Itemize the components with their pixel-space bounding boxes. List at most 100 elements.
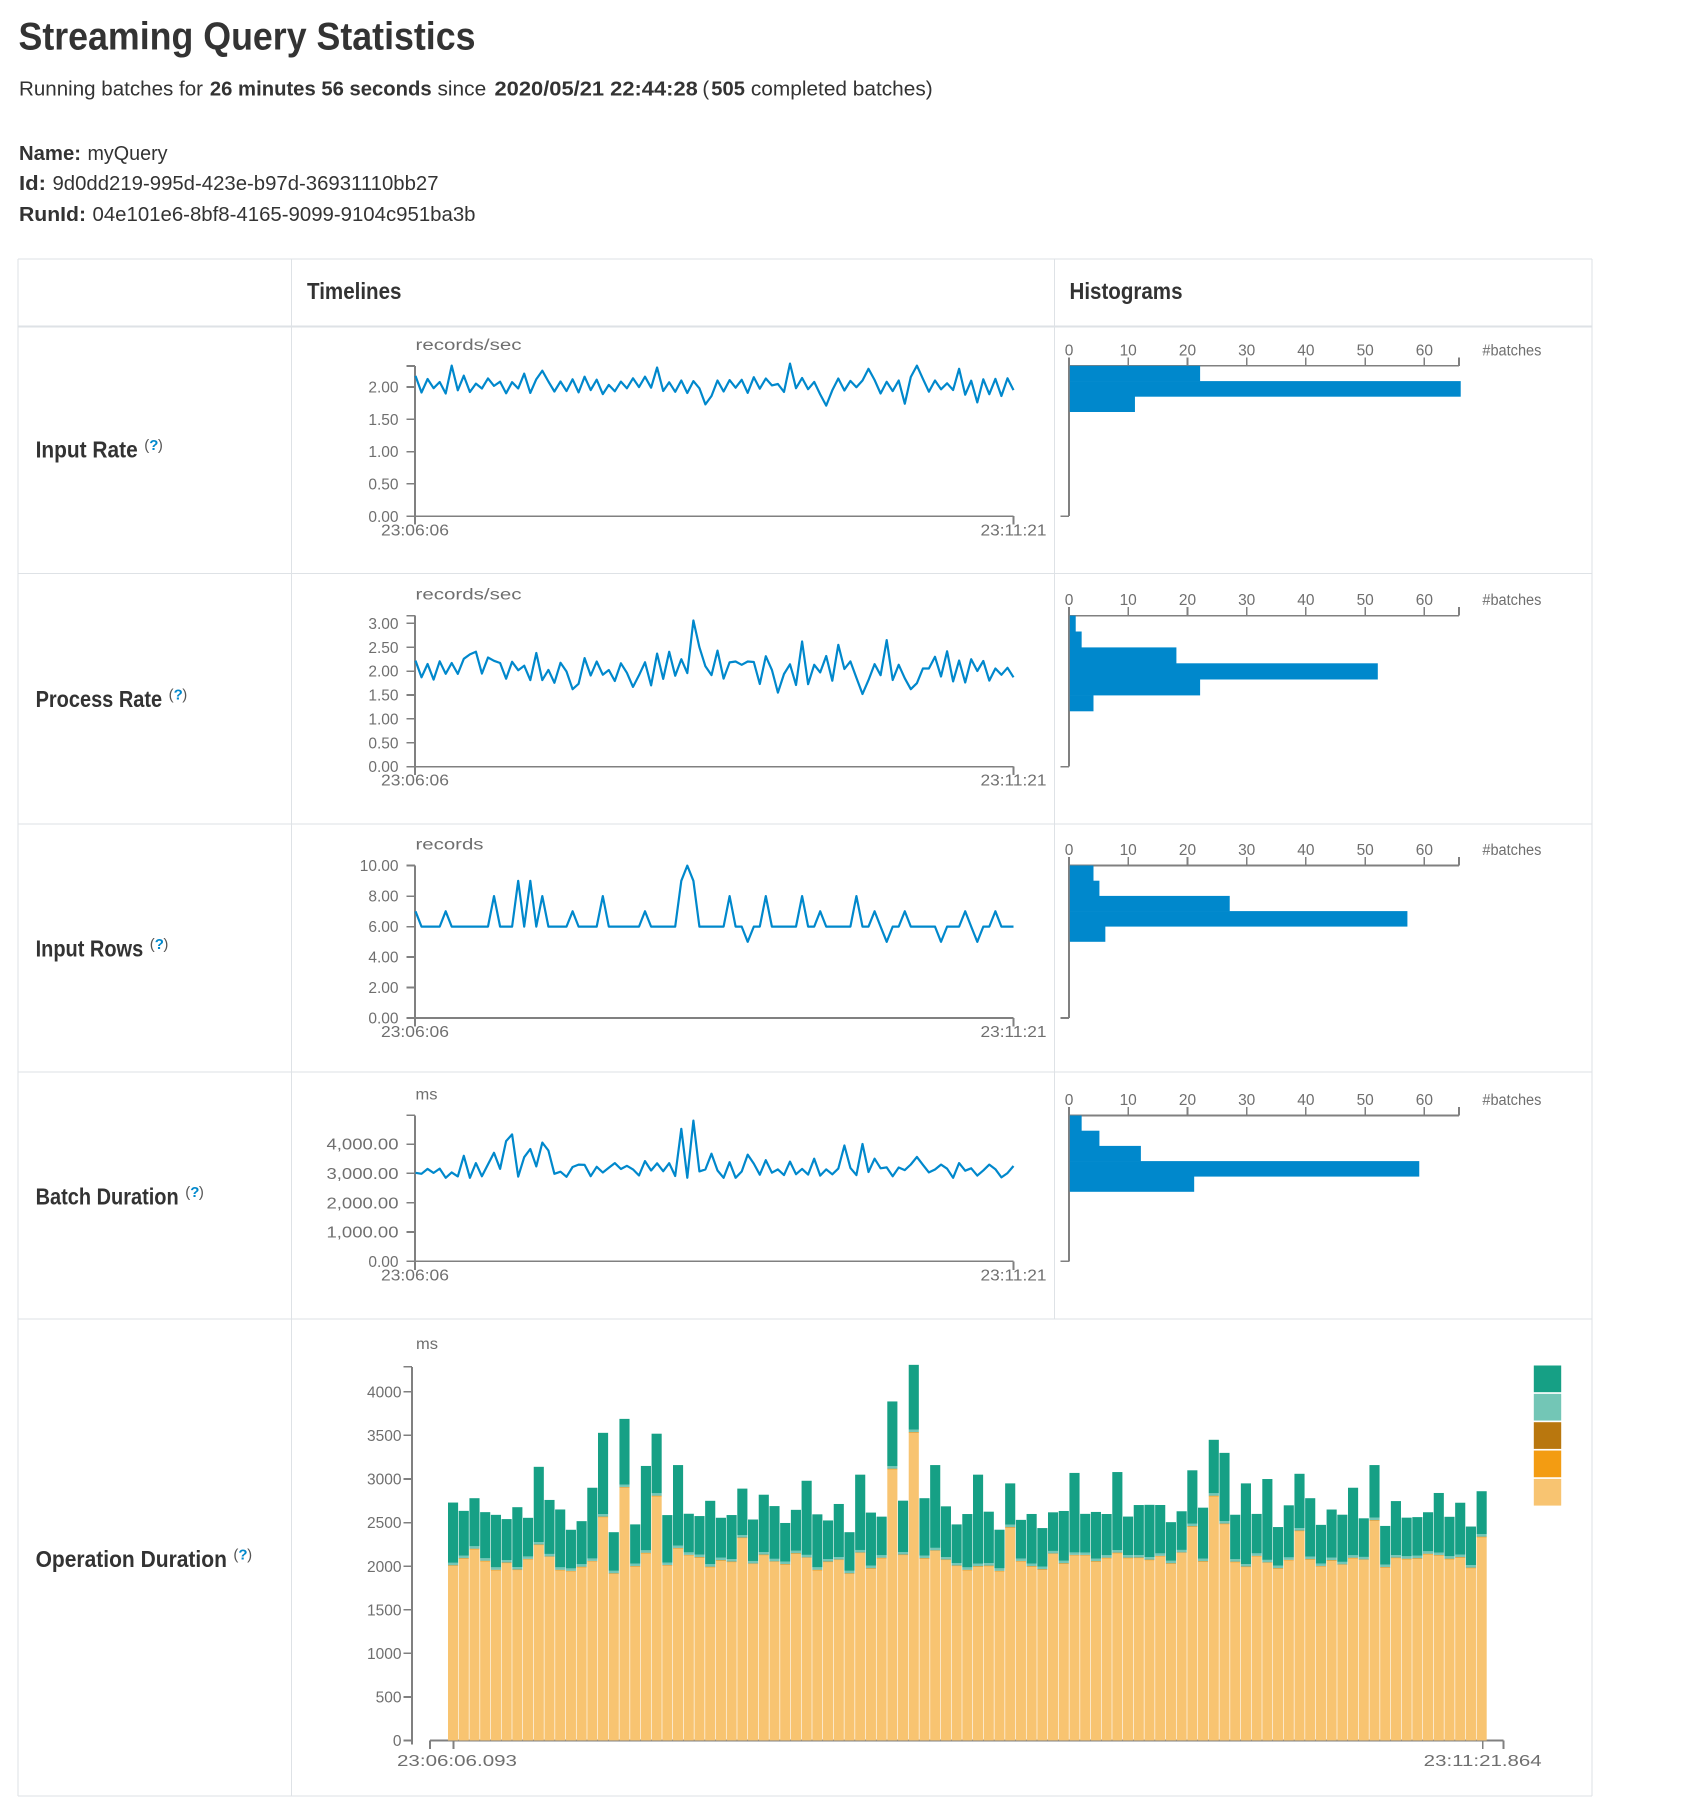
svg-text:30: 30 (1238, 1092, 1256, 1109)
svg-text:3500: 3500 (367, 1428, 402, 1445)
svg-text:60: 60 (1416, 592, 1434, 609)
svg-text:1.00: 1.00 (368, 444, 399, 461)
svg-text:0: 0 (393, 1733, 402, 1750)
svg-text:04e101e6-8bf8-4165-9099-9104c9: 04e101e6-8bf8-4165-9099-9104c951ba3b (93, 204, 476, 226)
svg-text:30: 30 (1238, 342, 1256, 359)
svg-text:(: ( (169, 687, 174, 704)
svg-text:0.00: 0.00 (368, 1254, 399, 1271)
svg-text:Id:: Id: (19, 173, 46, 195)
svg-text:records/sec: records/sec (416, 337, 522, 354)
svg-text:records/sec: records/sec (416, 587, 522, 604)
svg-text:1.00: 1.00 (368, 712, 399, 729)
svg-text:0: 0 (1065, 842, 1074, 859)
svg-text:Process Rate: Process Rate (36, 686, 163, 712)
svg-text:0.00: 0.00 (368, 509, 399, 526)
svg-text:2000: 2000 (367, 1559, 402, 1576)
svg-text:0: 0 (1065, 1092, 1074, 1109)
svg-text:(: ( (150, 936, 155, 953)
svg-text:23:06:06.093: 23:06:06.093 (397, 1753, 517, 1770)
svg-text:since: since (438, 79, 487, 101)
svg-text:Operation Duration: Operation Duration (36, 1546, 227, 1572)
svg-text:9d0dd219-995d-423e-b97d-369311: 9d0dd219-995d-423e-b97d-36931110bb27 (53, 173, 439, 195)
svg-text:50: 50 (1357, 592, 1375, 609)
svg-text:0.50: 0.50 (368, 477, 399, 494)
svg-text:10.00: 10.00 (360, 858, 399, 875)
svg-text:completed batches): completed batches) (751, 79, 933, 101)
svg-text:Input Rows: Input Rows (36, 936, 144, 962)
svg-text:0.50: 0.50 (368, 735, 399, 752)
svg-text:2500: 2500 (367, 1515, 402, 1532)
svg-text:Input Rate: Input Rate (36, 437, 138, 463)
svg-text:?: ? (149, 437, 158, 454)
svg-text:records: records (416, 837, 484, 854)
svg-text:Histograms: Histograms (1070, 278, 1183, 304)
svg-text:23:11:21: 23:11:21 (981, 1268, 1047, 1285)
svg-text:20: 20 (1179, 842, 1197, 859)
svg-text:10: 10 (1120, 1092, 1138, 1109)
svg-text:26 minutes 56 seconds: 26 minutes 56 seconds (210, 79, 432, 101)
svg-text:1.50: 1.50 (368, 412, 399, 429)
svg-text:(: ( (185, 1184, 190, 1201)
svg-text:3000: 3000 (367, 1472, 402, 1489)
svg-text:Streaming Query Statistics: Streaming Query Statistics (19, 15, 476, 58)
svg-text:2020/05/21 22:44:28: 2020/05/21 22:44:28 (495, 79, 698, 101)
svg-text:10: 10 (1120, 592, 1138, 609)
svg-text:23:06:06: 23:06:06 (381, 522, 449, 539)
svg-text:0.00: 0.00 (368, 759, 399, 776)
svg-text:10: 10 (1120, 842, 1138, 859)
svg-text:4000: 4000 (367, 1384, 402, 1401)
svg-text:23:06:06: 23:06:06 (381, 773, 449, 790)
svg-text:(: ( (702, 79, 709, 101)
svg-text:ms: ms (416, 1336, 438, 1353)
svg-text:23:11:21: 23:11:21 (981, 522, 1047, 539)
svg-text:#batches: #batches (1482, 592, 1541, 609)
svg-text:4.00: 4.00 (368, 950, 399, 967)
svg-text:60: 60 (1416, 1092, 1434, 1109)
svg-text:40: 40 (1297, 342, 1315, 359)
svg-text:2.00: 2.00 (368, 664, 399, 681)
svg-text:1500: 1500 (367, 1602, 402, 1619)
svg-text:20: 20 (1179, 592, 1197, 609)
svg-text:8.00: 8.00 (368, 889, 399, 906)
svg-text:2.50: 2.50 (368, 640, 399, 657)
svg-text:23:11:21.864: 23:11:21.864 (1424, 1753, 1542, 1770)
svg-text:500: 500 (376, 1690, 402, 1707)
svg-text:1000: 1000 (367, 1646, 402, 1663)
svg-text:6.00: 6.00 (368, 919, 399, 936)
svg-text:3.00: 3.00 (368, 616, 399, 633)
svg-text:0.00: 0.00 (368, 1011, 399, 1028)
svg-text:(: ( (233, 1547, 238, 1564)
svg-text:1,000.00: 1,000.00 (327, 1225, 399, 1242)
svg-text:10: 10 (1120, 342, 1138, 359)
svg-text:): ) (247, 1547, 252, 1564)
svg-text:): ) (158, 437, 163, 454)
svg-text:): ) (199, 1184, 204, 1201)
svg-text:Name:: Name: (19, 143, 81, 165)
svg-text:myQuery: myQuery (88, 143, 168, 165)
svg-text:Timelines: Timelines (307, 278, 402, 304)
svg-text:RunId:: RunId: (19, 204, 86, 226)
svg-text:4,000.00: 4,000.00 (327, 1137, 399, 1154)
svg-text:#batches: #batches (1482, 1092, 1541, 1109)
svg-text:2,000.00: 2,000.00 (327, 1195, 399, 1212)
svg-text:40: 40 (1297, 1092, 1315, 1109)
svg-text:20: 20 (1179, 342, 1197, 359)
svg-text:505: 505 (711, 79, 745, 101)
svg-text:23:11:21: 23:11:21 (981, 773, 1047, 790)
svg-text:?: ? (190, 1184, 199, 1201)
svg-text:Running batches for: Running batches for (19, 79, 203, 101)
svg-text:50: 50 (1357, 342, 1375, 359)
svg-text:#batches: #batches (1482, 842, 1541, 859)
svg-text:2.00: 2.00 (368, 980, 399, 997)
svg-text:0: 0 (1065, 342, 1074, 359)
svg-text:60: 60 (1416, 342, 1434, 359)
svg-text:23:11:21: 23:11:21 (981, 1024, 1047, 1041)
svg-text:ms: ms (416, 1086, 438, 1103)
svg-text:1.50: 1.50 (368, 688, 399, 705)
svg-text:20: 20 (1179, 1092, 1197, 1109)
svg-text:60: 60 (1416, 842, 1434, 859)
svg-text:3,000.00: 3,000.00 (327, 1166, 399, 1183)
svg-text:(: ( (144, 437, 149, 454)
svg-text:): ) (163, 936, 168, 953)
svg-text:23:06:06: 23:06:06 (381, 1024, 449, 1041)
